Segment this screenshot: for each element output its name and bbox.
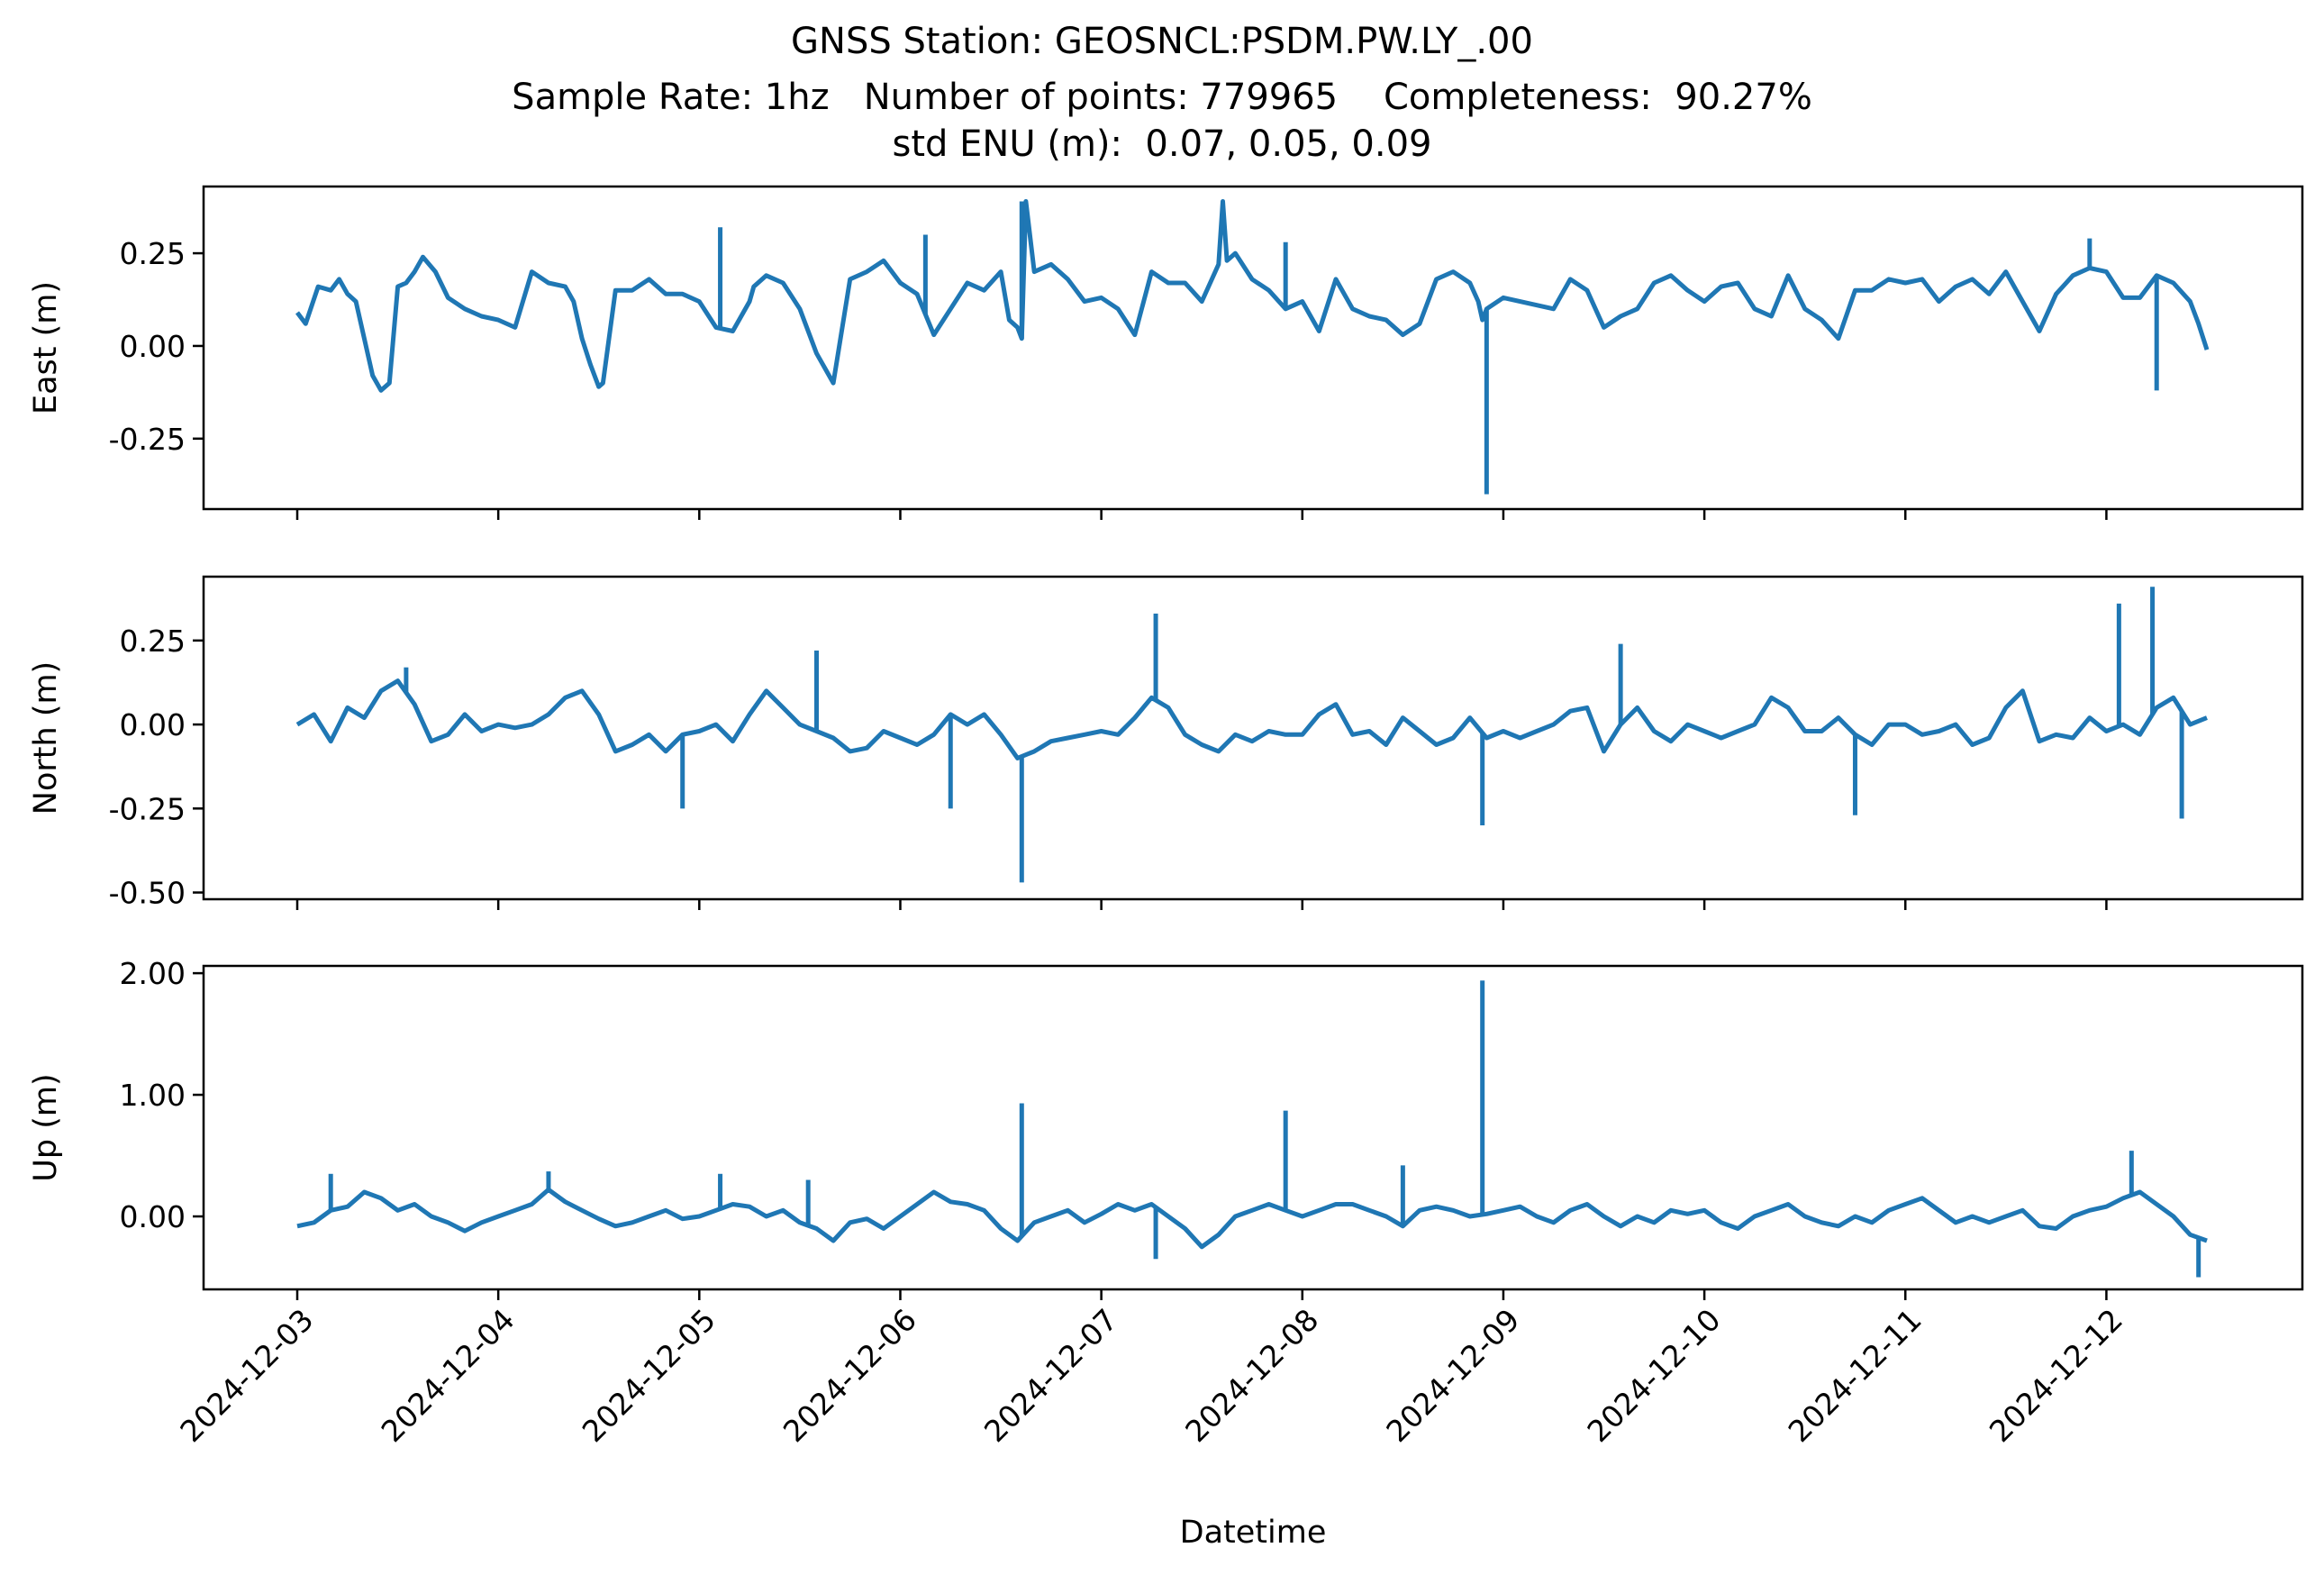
x-tick-label-8: 2024-12-11 [1782,1302,1929,1449]
x-tick-label-7: 2024-12-10 [1580,1302,1727,1449]
y-tick-label-1-1: 0.00 [120,707,186,742]
x-tick-label-6: 2024-12-09 [1379,1302,1526,1449]
series-line-1 [295,678,2208,760]
panel-frame-0 [202,185,2304,511]
chart-title-line-3: std ENU (m): 0.07, 0.05, 0.09 [892,123,1432,165]
y-tick-label-1-2: -0.25 [109,791,186,826]
y-axis-label-0: East (m) [28,281,64,414]
series-line-0 [295,199,2210,393]
chart-title-line-1: GNSS Station: GEOSNCL:PSDM.PW.LY_.00 [791,21,1533,62]
y-tick-label-0-1: 0.00 [120,329,186,364]
x-tick-label-1: 2024-12-04 [375,1302,522,1449]
chart-title-line-2: Sample Rate: 1hz Number of points: 77996… [512,77,1812,118]
x-tick-label-5: 2024-12-08 [1178,1302,1325,1449]
x-tick-label-4: 2024-12-07 [977,1302,1124,1449]
y-tick-label-0-2: -0.25 [109,422,186,457]
y-axis-label-2: Up (m) [28,1073,64,1181]
y-tick-label-2-2: 0.00 [120,1199,186,1234]
y-tick-label-2-1: 1.00 [120,1078,186,1113]
panel-frame-2 [202,964,2304,1291]
x-tick-label-9: 2024-12-12 [1983,1302,2129,1449]
y-axis-label-1: North (m) [28,661,64,815]
y-tick-label-1-0: 0.25 [120,624,186,659]
x-tick-label-0: 2024-12-03 [173,1302,320,1449]
panel-frame-1 [202,575,2304,901]
x-axis-label: Datetime [1180,1515,1327,1551]
x-tick-label-3: 2024-12-06 [776,1302,923,1449]
series-line-2 [296,1187,2208,1250]
x-tick-label-2: 2024-12-05 [576,1302,722,1449]
y-tick-label-0-0: 0.25 [120,236,186,271]
y-tick-label-2-0: 2.00 [120,956,186,991]
y-tick-label-1-3: -0.50 [109,876,186,911]
